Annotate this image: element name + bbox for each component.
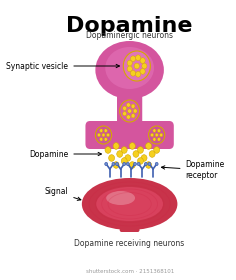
Circle shape xyxy=(155,162,158,165)
Circle shape xyxy=(160,133,163,137)
Circle shape xyxy=(126,103,130,107)
Circle shape xyxy=(123,162,126,165)
Text: Dopamine
receptor: Dopamine receptor xyxy=(161,160,225,180)
Ellipse shape xyxy=(106,191,135,205)
Circle shape xyxy=(148,162,151,165)
Circle shape xyxy=(131,71,136,76)
Circle shape xyxy=(129,143,135,149)
Circle shape xyxy=(113,143,119,149)
Ellipse shape xyxy=(105,47,154,89)
Circle shape xyxy=(133,109,137,113)
Circle shape xyxy=(137,158,143,164)
Circle shape xyxy=(100,129,103,132)
Text: Signal: Signal xyxy=(45,188,81,200)
Circle shape xyxy=(123,112,126,116)
Circle shape xyxy=(105,147,111,153)
FancyBboxPatch shape xyxy=(117,93,142,127)
Circle shape xyxy=(129,162,135,168)
Circle shape xyxy=(104,129,107,132)
Ellipse shape xyxy=(139,123,170,145)
Circle shape xyxy=(97,133,101,137)
Circle shape xyxy=(123,51,150,81)
Circle shape xyxy=(128,109,131,113)
Circle shape xyxy=(133,151,139,157)
Circle shape xyxy=(109,155,114,161)
Text: Synaptic vesicle: Synaptic vesicle xyxy=(6,62,119,71)
Circle shape xyxy=(144,162,147,165)
Circle shape xyxy=(123,106,126,110)
Circle shape xyxy=(113,162,119,168)
Circle shape xyxy=(131,114,135,118)
Circle shape xyxy=(140,58,145,64)
Circle shape xyxy=(137,162,140,165)
Circle shape xyxy=(153,138,156,141)
Circle shape xyxy=(134,162,136,165)
Ellipse shape xyxy=(82,178,177,230)
Circle shape xyxy=(146,143,152,149)
Ellipse shape xyxy=(89,123,120,145)
FancyBboxPatch shape xyxy=(120,204,139,232)
Circle shape xyxy=(146,162,152,168)
Circle shape xyxy=(105,162,108,165)
Circle shape xyxy=(142,63,147,69)
Circle shape xyxy=(153,129,156,132)
Circle shape xyxy=(157,129,160,132)
Text: Dopamine receiving neurons: Dopamine receiving neurons xyxy=(75,239,185,248)
Circle shape xyxy=(126,162,129,165)
Text: shutterstock.com · 2151368101: shutterstock.com · 2151368101 xyxy=(85,269,174,274)
Circle shape xyxy=(148,126,165,144)
Circle shape xyxy=(102,133,105,137)
Circle shape xyxy=(136,71,141,77)
Circle shape xyxy=(116,162,118,165)
Circle shape xyxy=(125,155,131,161)
Circle shape xyxy=(106,133,110,137)
Circle shape xyxy=(127,66,132,72)
Circle shape xyxy=(95,126,112,144)
Text: Dopamine: Dopamine xyxy=(29,150,101,158)
Circle shape xyxy=(140,69,145,74)
Circle shape xyxy=(155,133,158,137)
Circle shape xyxy=(120,100,139,122)
Circle shape xyxy=(136,55,141,60)
Text: Dopaminergic neurons: Dopaminergic neurons xyxy=(86,31,173,40)
Circle shape xyxy=(131,104,135,108)
Ellipse shape xyxy=(114,123,145,145)
Circle shape xyxy=(127,60,132,66)
Circle shape xyxy=(117,151,123,157)
Circle shape xyxy=(154,147,160,153)
Circle shape xyxy=(137,147,143,153)
FancyBboxPatch shape xyxy=(85,121,174,149)
Circle shape xyxy=(104,138,107,141)
Circle shape xyxy=(141,155,147,161)
Text: Dopamine: Dopamine xyxy=(66,16,193,36)
Circle shape xyxy=(134,63,139,69)
Ellipse shape xyxy=(95,41,164,99)
Circle shape xyxy=(112,162,115,165)
Circle shape xyxy=(157,138,160,141)
Ellipse shape xyxy=(96,187,163,221)
Circle shape xyxy=(100,138,103,141)
Circle shape xyxy=(131,56,136,62)
Circle shape xyxy=(149,151,155,157)
Circle shape xyxy=(126,115,130,119)
Circle shape xyxy=(151,133,154,137)
Circle shape xyxy=(121,147,127,153)
Circle shape xyxy=(121,158,127,164)
